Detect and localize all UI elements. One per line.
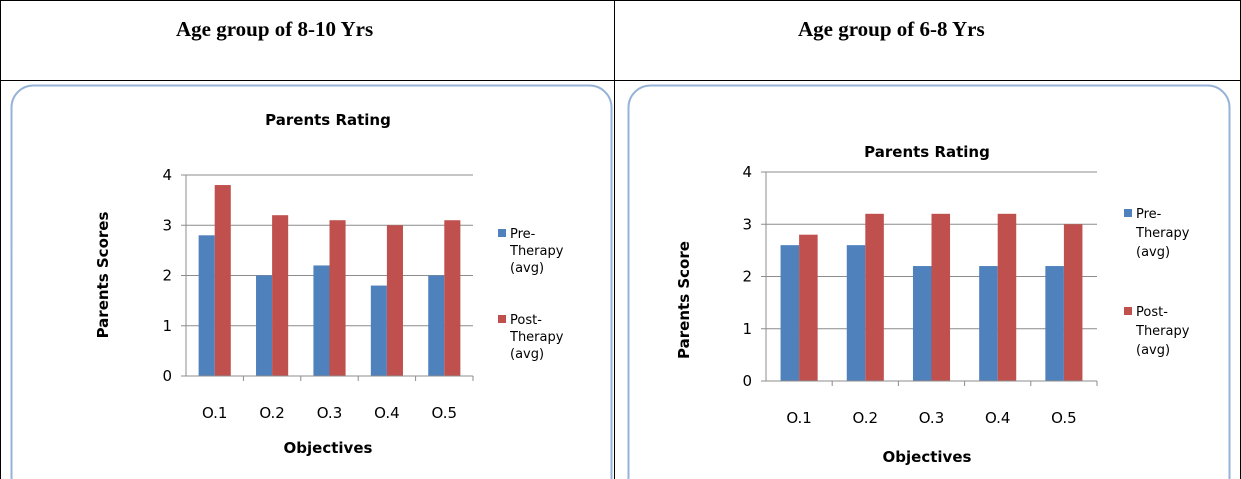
x-tick-label: O.3: [919, 409, 945, 427]
chart-frame: [10, 84, 613, 479]
x-tick-label: O.3: [317, 404, 343, 422]
legend-label-line: Therapy: [1135, 226, 1190, 241]
legend-label-line: Pre-: [1136, 207, 1162, 222]
x-axis-title: Objectives: [284, 439, 373, 457]
legend-label-line: (avg): [510, 261, 544, 276]
x-axis-title: Objectives: [883, 448, 972, 466]
bar-pre-therapy: [1045, 266, 1064, 381]
bar-post-therapy: [865, 213, 884, 381]
legend-label-line: (avg): [510, 347, 544, 362]
bar-pre-therapy: [313, 265, 330, 376]
bar-pre-therapy: [256, 275, 273, 376]
y-tick-label: 1: [742, 320, 752, 338]
legend-swatch-pre-therapy: [1124, 209, 1132, 217]
y-tick-label: 4: [742, 163, 752, 181]
legend-swatch-pre-therapy: [498, 229, 506, 237]
y-tick-label: 0: [162, 367, 172, 385]
bar-post-therapy: [386, 225, 403, 376]
y-tick-label: 3: [162, 216, 172, 234]
bar-pre-therapy: [198, 235, 215, 376]
y-tick-label: 0: [742, 372, 752, 390]
x-tick-label: O.4: [374, 404, 400, 422]
bar-pre-therapy: [979, 266, 998, 381]
bar-post-therapy: [272, 215, 289, 376]
y-tick-label: 3: [742, 215, 752, 233]
legend-label-line: Post-: [510, 313, 542, 328]
legend-label-line: (avg): [1136, 245, 1170, 260]
legend-label-line: Therapy: [509, 244, 564, 259]
y-axis-title: Parents Score: [675, 241, 693, 359]
legend-label-line: (avg): [1136, 343, 1170, 358]
legend-label-line: Therapy: [509, 330, 564, 345]
bar-pre-therapy: [780, 245, 800, 381]
legend-swatch-post-therapy: [498, 315, 506, 323]
bar-post-therapy: [997, 213, 1017, 381]
chart-title: Parents Rating: [265, 111, 391, 129]
bar-post-therapy: [444, 220, 461, 376]
x-tick-label: O.2: [259, 404, 285, 422]
bar-post-therapy: [214, 185, 231, 376]
bar-post-therapy: [931, 213, 951, 381]
chart-parents-rating-6-8: Parents Rating 0 1 2 3 4 O.1 O.2 O.3 O.4 O.5 Object…: [627, 84, 1231, 479]
chart-parents-rating-8-10: Parents Rating 0 1 2 3 4 O.1 O.2 O.3 O.4 O.5 Object…: [10, 84, 613, 479]
y-tick-label: 2: [162, 267, 172, 285]
bar-post-therapy: [329, 220, 346, 376]
bar-pre-therapy: [846, 245, 866, 381]
y-tick-label: 2: [742, 268, 752, 286]
x-tick-label: O.5: [432, 404, 458, 422]
y-axis-title: Parents Scores: [94, 212, 112, 339]
bar-pre-therapy: [912, 266, 932, 381]
x-tick-label: O.1: [202, 404, 228, 422]
x-tick-label: O.5: [1051, 409, 1077, 427]
y-tick-label: 1: [162, 317, 172, 335]
legend-swatch-post-therapy: [1124, 307, 1132, 315]
bar-post-therapy: [1063, 224, 1083, 381]
header-age-6-8: Age group of 6-8 Yrs: [798, 17, 985, 41]
x-tick-label: O.4: [985, 409, 1011, 427]
header-age-8-10: Age group of 8-10 Yrs: [176, 17, 374, 41]
x-tick-label: O.1: [786, 409, 812, 427]
bar-pre-therapy: [428, 275, 445, 376]
bar-pre-therapy: [370, 285, 387, 376]
legend-label-line: Pre-: [510, 227, 536, 242]
x-tick-label: O.2: [853, 409, 879, 427]
legend-label-line: Post-: [1136, 305, 1168, 320]
legend-label-line: Therapy: [1135, 324, 1190, 339]
y-tick-label: 4: [162, 166, 172, 184]
bar-post-therapy: [799, 234, 818, 381]
chart-title: Parents Rating: [864, 143, 990, 161]
